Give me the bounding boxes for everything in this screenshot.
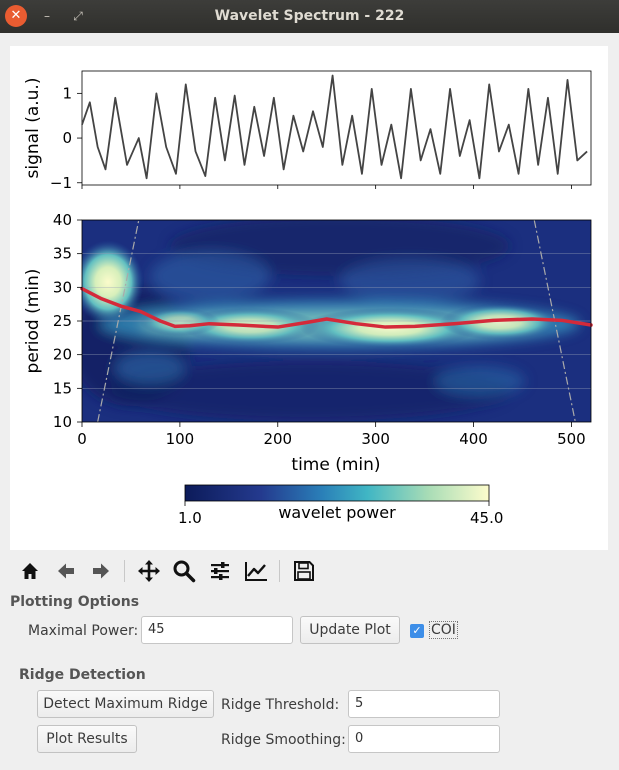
plot-results-button[interactable]: Plot Results (37, 725, 137, 753)
signal-y-tick-label: 0 (62, 129, 72, 147)
ridge-threshold-input[interactable]: 5 (348, 690, 500, 718)
time-x-tick-label: 100 (166, 430, 195, 448)
plotting-options-title: Plotting Options (10, 594, 140, 610)
save-icon[interactable] (289, 556, 319, 586)
ridge-threshold-label: Ridge Threshold: (221, 697, 340, 713)
close-icon[interactable]: ✕ (5, 5, 27, 27)
maximize-icon[interactable]: ⤢ (73, 9, 83, 23)
ridge-smoothing-label: Ridge Smoothing: (221, 732, 346, 748)
minimize-icon[interactable]: – (44, 9, 50, 23)
coi-checkbox[interactable]: ✓ (410, 624, 424, 638)
heatmap-gridlines (82, 253, 591, 389)
configure-subplots-icon[interactable] (205, 556, 235, 586)
signal-y-tick-label: 1 (62, 84, 72, 102)
coi-line (97, 219, 140, 423)
plot-toolbar (10, 556, 330, 588)
time-x-tick-label: 400 (459, 430, 488, 448)
ridge-detection-title: Ridge Detection (19, 667, 146, 683)
signal-plot: 1 0 −1 signal (a.u.) (23, 70, 592, 192)
max-power-input[interactable]: 45 (141, 616, 293, 644)
title-bar[interactable]: ✕ – ⤢ Wavelet Spectrum - 222 (0, 0, 619, 33)
period-y-tick-label: 10 (53, 413, 72, 431)
home-icon[interactable] (15, 556, 45, 586)
spectrum-plot: 10 15 20 25 30 35 40 0 100 200 300 400 500 period (… (23, 211, 593, 475)
period-y-tick-label: 25 (53, 312, 72, 330)
zoom-icon[interactable] (169, 556, 199, 586)
period-y-tick-label: 35 (53, 245, 72, 263)
signal-y-label: signal (a.u.) (23, 78, 43, 179)
colorbar-max-label: 45.0 (470, 509, 503, 527)
detect-maximum-ridge-button[interactable]: Detect Maximum Ridge (37, 690, 214, 718)
ridge-line (80, 286, 593, 329)
ridge-smoothing-input[interactable]: 0 (348, 725, 500, 753)
colorbar-title: wavelet power (278, 503, 396, 522)
period-y-ticks: 10 15 20 25 30 35 40 (53, 211, 82, 431)
update-plot-button[interactable]: Update Plot (300, 616, 400, 644)
back-icon[interactable] (51, 556, 81, 586)
colorbar: 1.0 wavelet power 45.0 (178, 484, 503, 527)
time-x-label: time (min) (291, 455, 380, 475)
signal-axes-frame (81, 70, 592, 186)
period-y-tick-label: 30 (53, 278, 72, 296)
time-x-ticks: 0 100 200 300 400 500 (77, 422, 586, 448)
figure-canvas[interactable]: 1 0 −1 signal (a.u.) (10, 46, 608, 550)
signal-line (81, 74, 588, 180)
edit-axes-icon[interactable] (241, 556, 271, 586)
signal-y-tick-label: −1 (50, 174, 72, 192)
signal-y-ticks: 1 0 −1 (50, 84, 82, 192)
wavelet-figure: 10−1 signal (a.u.) (23, 70, 593, 527)
colorbar-gradient (184, 484, 490, 502)
period-y-tick-label: 15 (53, 379, 72, 397)
colorbar-min-label: 1.0 (178, 509, 202, 527)
pan-icon[interactable] (134, 556, 164, 586)
period-y-tick-label: 20 (53, 346, 72, 364)
toolbar-separator (279, 560, 280, 582)
signal-x-ticks (81, 185, 572, 189)
time-x-tick-label: 300 (361, 430, 390, 448)
max-power-label: Maximal Power: (28, 623, 139, 639)
time-x-tick-label: 200 (263, 430, 292, 448)
period-y-label: period (min) (23, 269, 43, 374)
forward-icon[interactable] (86, 556, 116, 586)
time-x-tick-label: 500 (557, 430, 586, 448)
coi-checkbox-label[interactable]: COI (429, 621, 458, 639)
toolbar-separator (124, 560, 125, 582)
time-x-tick-label: 0 (77, 430, 87, 448)
window-title: Wavelet Spectrum - 222 (214, 8, 405, 24)
period-y-tick-label: 40 (53, 211, 72, 229)
